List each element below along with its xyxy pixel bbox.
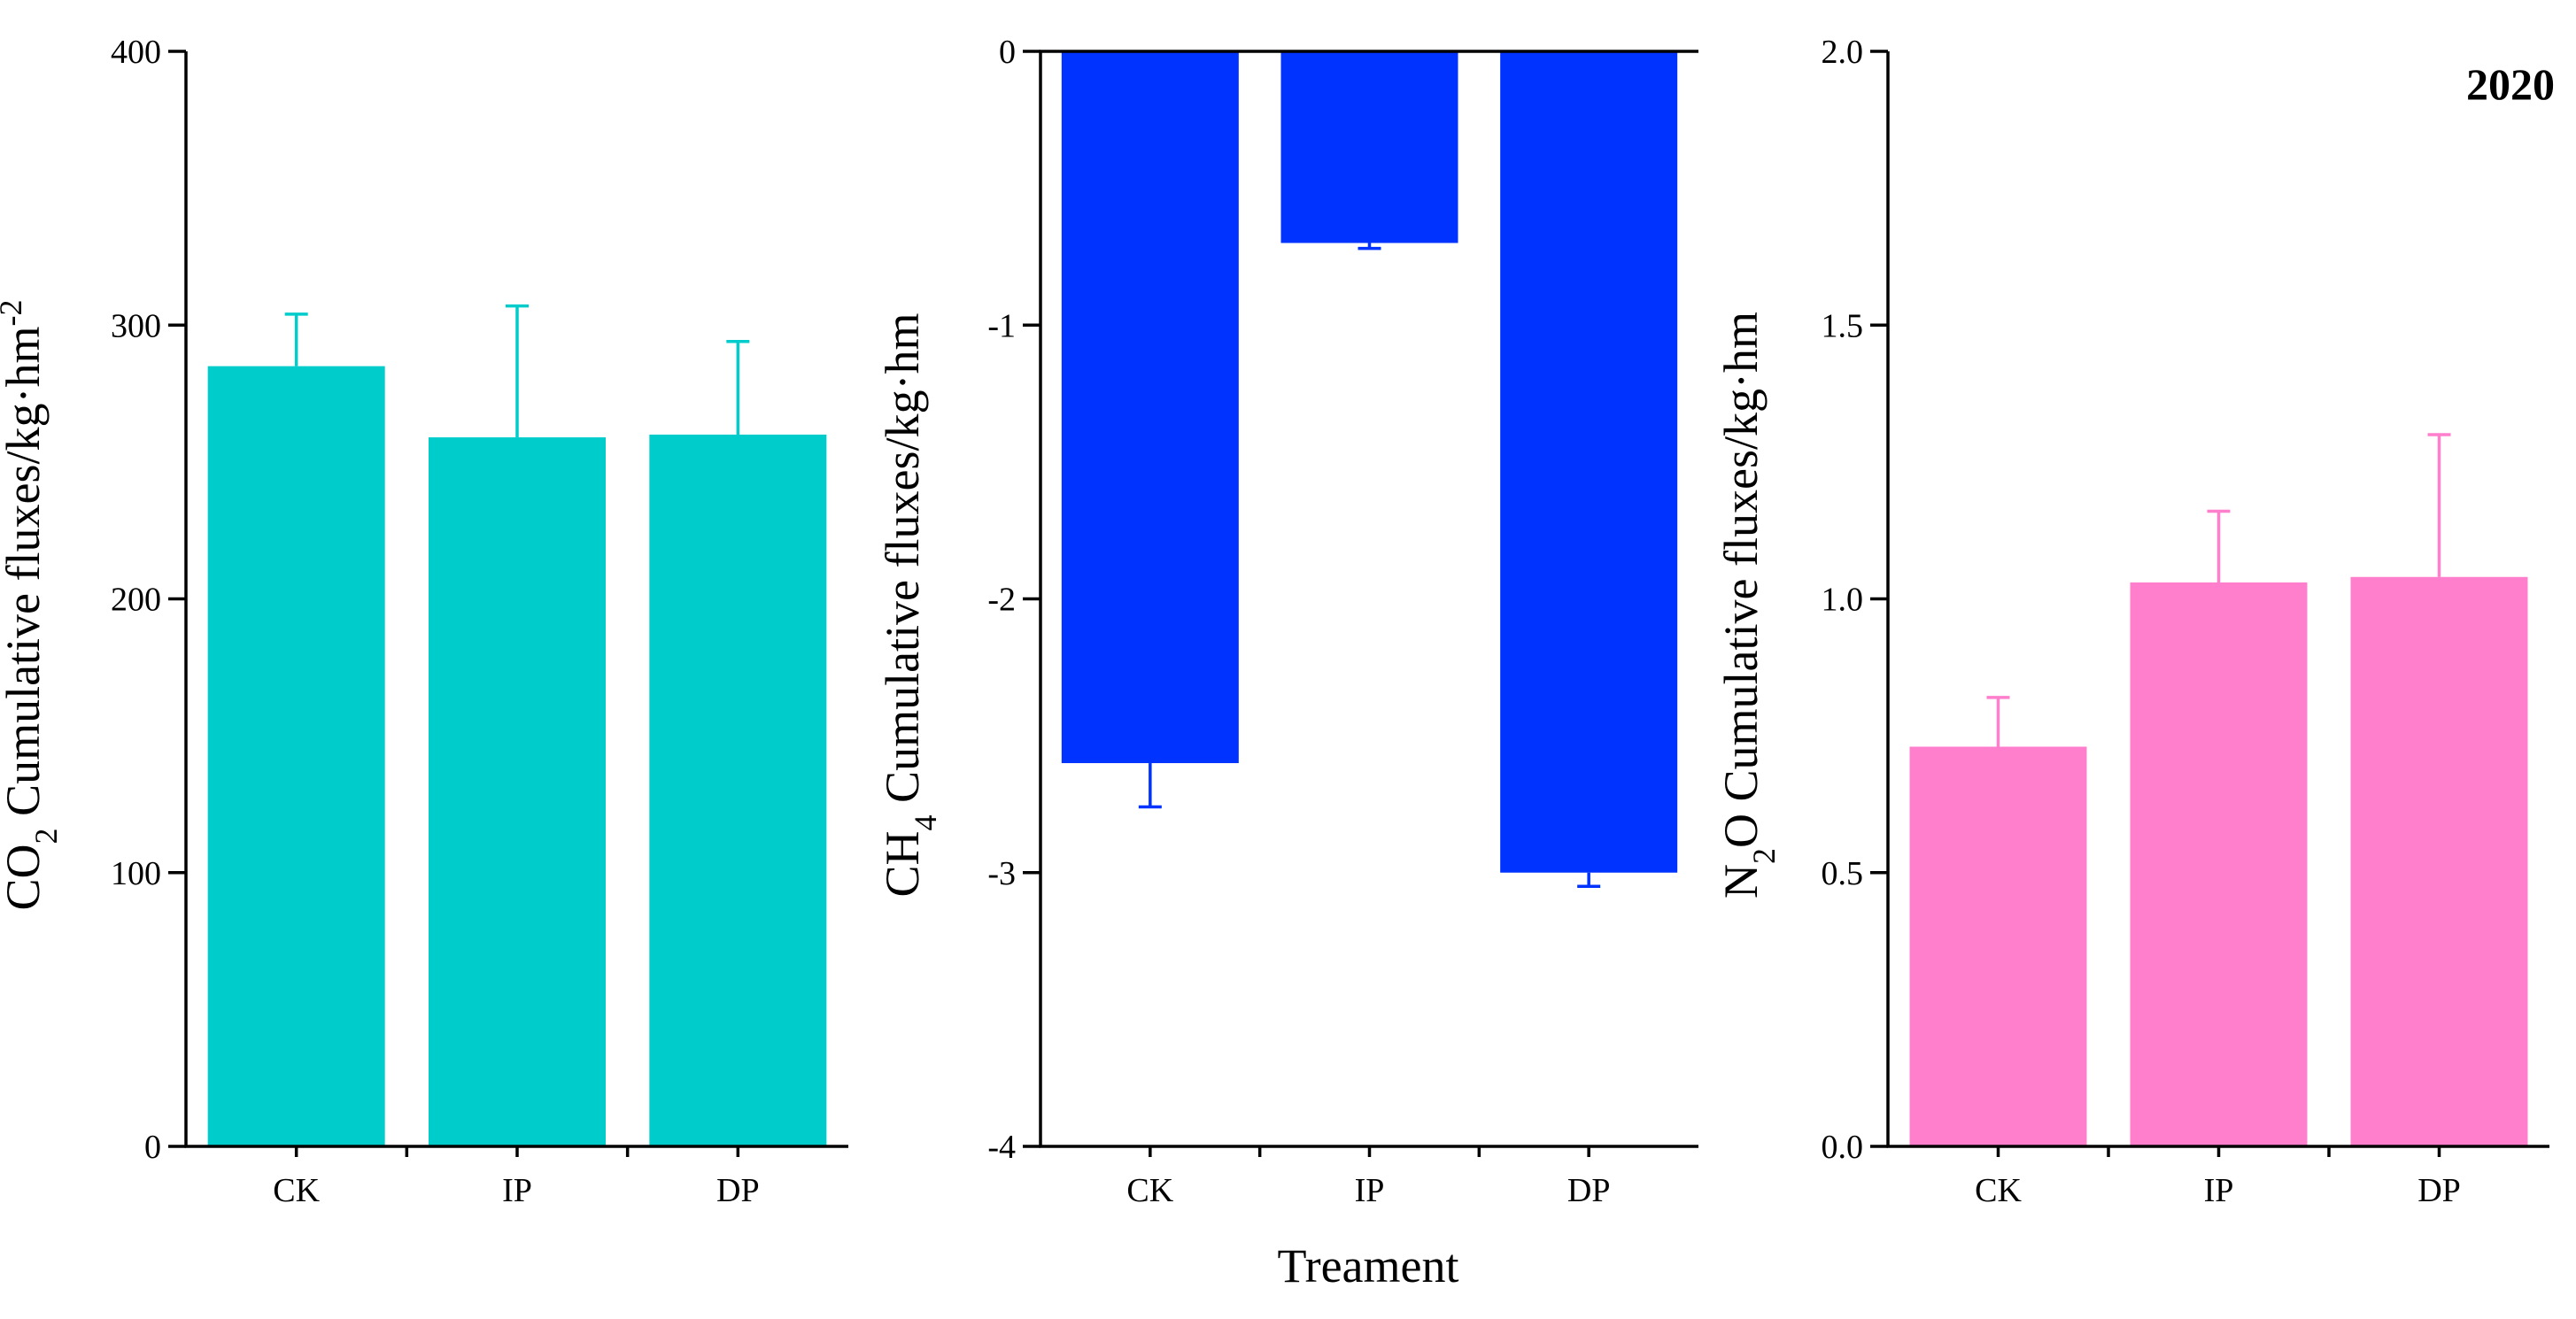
co2-y-tick-label: 100: [111, 855, 161, 892]
co2-x-tick-label-ip: IP: [502, 1172, 532, 1209]
co2-bar-dp: [649, 434, 827, 1146]
co2-bar-ip: [429, 437, 606, 1147]
ch4-y-tick-label: -3: [987, 855, 1016, 892]
n2o-x-tick-label-ip: IP: [2204, 1172, 2234, 1209]
ch4-x-tick-label-dp: DP: [1567, 1172, 1611, 1209]
co2-y-tick-label: 200: [111, 582, 161, 619]
n2o-y-tick-label: 0.0: [1822, 1129, 1864, 1166]
co2-y-tick-label: 400: [111, 34, 161, 71]
ch4-bar-dp: [1500, 51, 1678, 873]
n2o-y-tick-label: 1.5: [1822, 307, 1864, 344]
co2-y-axis-label: CO2 Cumulative fluxes/kg·hm-2: [0, 300, 64, 911]
n2o-y-tick-label: 2.0: [1822, 34, 1864, 71]
ch4-bar-ck: [1061, 51, 1239, 764]
n2o-bar-ip: [2130, 582, 2308, 1146]
ch4-y-tick-label: 0: [999, 34, 1016, 71]
n2o-x-tick-label-ck: CK: [1975, 1172, 2022, 1209]
co2-panel: CK IP DP 0 100 200 300 400 CO2 Cumulative fluxes…: [0, 34, 848, 1209]
n2o-panel: CK IP DP 0.0 0.5 1.0 1.5 2.0 N2O Cumulative flux…: [1714, 34, 2549, 1209]
ch4-x-tick-label-ip: IP: [1355, 1172, 1385, 1209]
n2o-bar-dp: [2350, 576, 2528, 1146]
n2o-x-tick-label-dp: DP: [2417, 1172, 2461, 1209]
ch4-bar-ip: [1280, 51, 1458, 243]
co2-y-tick-label: 0: [144, 1129, 161, 1166]
n2o-bar-ck: [1909, 746, 2087, 1146]
year-annotation: 2020: [2466, 59, 2555, 109]
co2-x-tick-label-ck: CK: [273, 1172, 320, 1209]
ch4-y-tick-label: -4: [987, 1129, 1016, 1166]
co2-y-tick-label: 300: [111, 307, 161, 344]
ch4-x-tick-label-ck: CK: [1126, 1172, 1173, 1209]
n2o-y-tick-label: 0.5: [1822, 855, 1864, 892]
ch4-y-tick-label: -1: [987, 307, 1016, 344]
co2-bar-ck: [207, 366, 385, 1146]
co2-x-tick-label-dp: DP: [716, 1172, 760, 1209]
n2o-y-tick-label: 1.0: [1822, 582, 1864, 619]
ch4-panel: CK IP DP -4 -3 -2 -1 0 CH4 Cumulative fluxes/kg·…: [876, 34, 1698, 1209]
shared-x-axis-label: Treament: [1278, 1239, 1459, 1292]
ch4-y-tick-label: -2: [987, 582, 1016, 619]
ch4-y-axis-label: CH4 Cumulative fluxes/kg·hm: [876, 313, 943, 898]
n2o-y-axis-label: N2O Cumulative fluxes/kg·hm: [1714, 312, 1782, 899]
